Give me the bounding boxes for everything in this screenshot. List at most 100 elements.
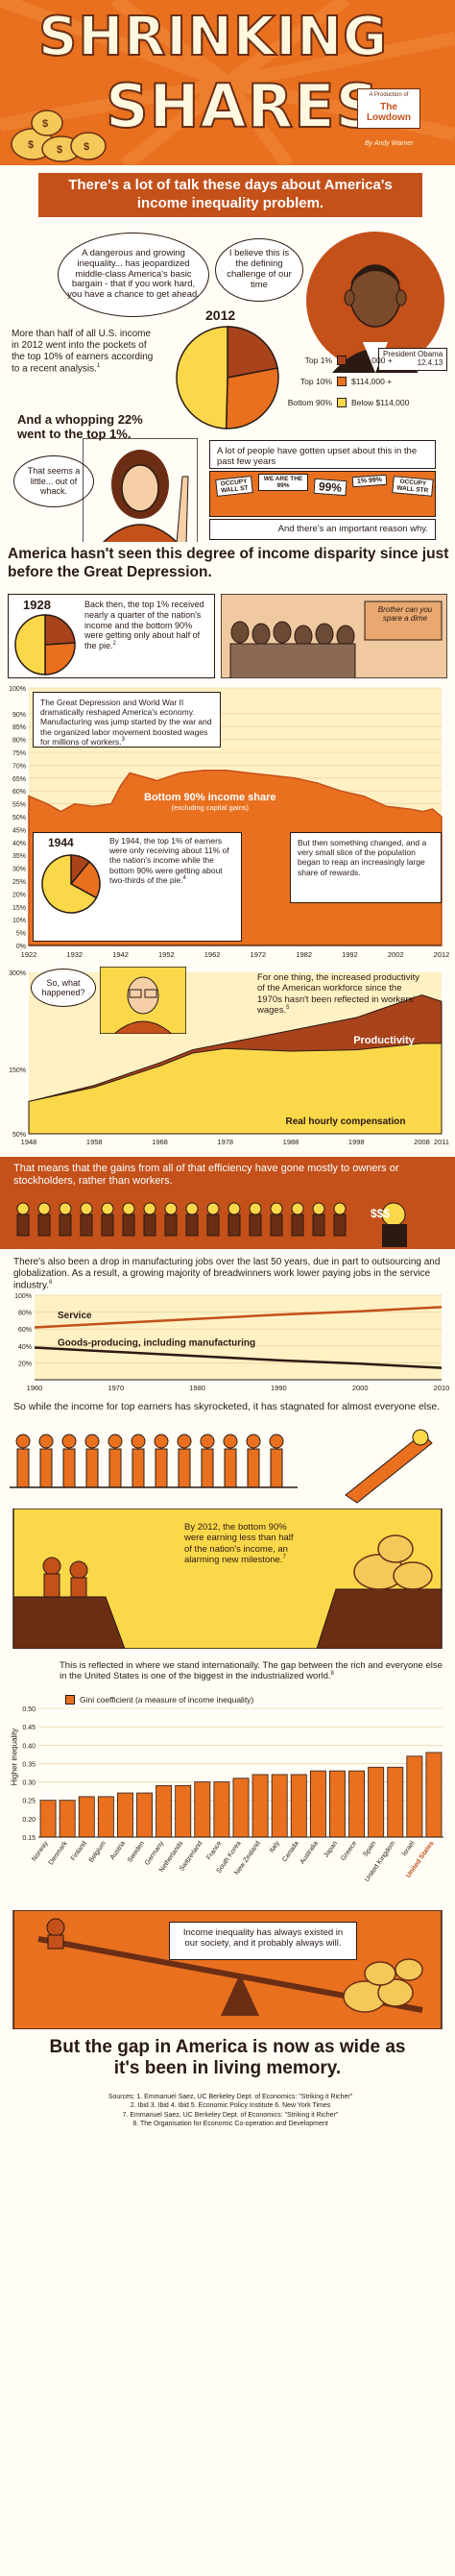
pie-1944 — [41, 854, 101, 914]
chart-4-y-tick: 0.25 — [22, 1799, 36, 1805]
worker-head — [291, 1202, 304, 1215]
sign-2: WE ARE THE 99% — [258, 474, 308, 491]
chart-4-bar-new-zealand — [251, 1774, 269, 1838]
chart-4-bar-germany — [156, 1784, 173, 1838]
pie-slice-bottom-90- — [41, 854, 98, 914]
woman-illustration — [83, 438, 198, 542]
chart-3-plot-bg — [35, 1295, 442, 1380]
worker-head — [164, 1202, 178, 1215]
chart-4-bar-austria — [116, 1792, 133, 1838]
chart-1-y-tick: 65% — [12, 776, 26, 783]
chart-4-bar-sweden — [136, 1792, 153, 1838]
stagnant-person-body — [270, 1448, 283, 1488]
stagnant-person-body — [39, 1448, 53, 1488]
chart-2-label-productivity: Productivity — [353, 1035, 415, 1046]
stagnant-illustration — [10, 1429, 433, 1504]
chart-4-y-tick: 0.15 — [22, 1835, 36, 1842]
chart-1-x-tick: 1962 — [204, 950, 221, 959]
worker-head — [185, 1202, 199, 1215]
chart-4-bar-belgium — [97, 1796, 114, 1838]
stagnant-person-body — [224, 1448, 237, 1488]
stagnant-person-head — [223, 1434, 238, 1449]
closing-panel: Income inequality has always existed in … — [0, 1910, 455, 2576]
chart-4-y-tick: 0.35 — [22, 1761, 36, 1768]
chart-4-category-label: Finland — [70, 1840, 88, 1862]
worker-head — [80, 1202, 93, 1215]
gains-panel: That means that the gains from all of th… — [0, 1157, 455, 1249]
stagnant-person-head — [15, 1434, 31, 1449]
chart-3-y-tick: 100% — [14, 1293, 32, 1300]
pie-slice-bottom-90- — [14, 614, 46, 675]
chart-1-y-tick: 35% — [12, 853, 26, 860]
chart-4-bar-japan — [329, 1770, 346, 1838]
worker-body — [101, 1214, 114, 1237]
pie-slice-top-1- — [44, 614, 76, 646]
stagnant-person-head — [269, 1434, 284, 1449]
chart-3-x-tick: 1980 — [189, 1384, 205, 1392]
workers-illustration — [16, 1202, 407, 1247]
chart-1-y-tick: 15% — [12, 905, 26, 912]
chart-4-y-tick: 0.45 — [22, 1725, 36, 1731]
worker-head — [101, 1202, 114, 1215]
closing-box: Income inequality has always existed in … — [169, 1922, 357, 1960]
chart-4-category-label: Spain — [362, 1840, 377, 1858]
chart-1-x-tick: 1992 — [342, 950, 358, 959]
sources: Sources: 1. Emmanuel Saez, UC Berkeley D… — [108, 2094, 353, 2128]
chart-2-x-tick: 1968 — [152, 1138, 168, 1146]
worker-head — [59, 1202, 72, 1215]
chart-2-x-tick: 1998 — [348, 1138, 365, 1146]
worker-body — [333, 1214, 347, 1237]
pie-2012-whopping: And a whopping 22% went to the top 1%. — [17, 412, 143, 441]
worker-head — [249, 1202, 262, 1215]
chart-2-label-compensation: Real hourly compensation — [285, 1116, 405, 1127]
stagnant-person-body — [85, 1448, 99, 1488]
stagnant-person-body — [201, 1448, 214, 1488]
chart-1-y-tick: 55% — [12, 802, 26, 809]
legend-bottom90: Bottom 90% Below $114,000 — [287, 398, 410, 407]
chart-3-y-tick: 20% — [18, 1361, 32, 1367]
sign-5: OCCUPY WALL STR — [392, 476, 434, 497]
breadline-sign: Brother can you spare a dime — [377, 605, 433, 624]
woman-bubble: That seems a little... out of whack. — [13, 455, 94, 507]
worker-head — [122, 1202, 135, 1215]
chart-4-category-label: Norway — [31, 1840, 50, 1863]
chart-3-x-tick: 1970 — [108, 1384, 124, 1392]
worker-head — [16, 1202, 30, 1215]
gini-ylabel: Higher inequality — [10, 1728, 19, 1786]
chart-1-x-tick: 2002 — [388, 950, 404, 959]
chart-1-box: The Great Depression and World War II dr… — [33, 692, 221, 748]
chart-4-bar-united-kingdom — [387, 1766, 404, 1838]
chart-3-y-tick: 80% — [18, 1311, 32, 1317]
occupy-box-1: A lot of people have gotten upset about … — [209, 440, 436, 469]
pie-slice-top-10- — [44, 642, 76, 675]
obama-quote-bubble-1: A dangerous and growing inequality... ha… — [58, 233, 209, 317]
intro-text: There's a lot of talk these days about A… — [68, 177, 393, 211]
gini-legend-swatch — [65, 1695, 75, 1705]
chart-1-y-tick: 85% — [12, 724, 26, 731]
chart-4-bar-france — [213, 1781, 230, 1838]
gains-text: That means that the gains from all of th… — [13, 1163, 399, 1188]
chart-1-y-tick: 70% — [12, 763, 26, 770]
stagnant-person-head — [38, 1434, 54, 1449]
sign-4: 1% 99% — [351, 474, 388, 488]
stagnant-person-body — [108, 1448, 122, 1488]
chart-1-y-tick: 50% — [12, 815, 26, 822]
pie-1928 — [14, 614, 76, 675]
chart-4-bar-norway — [39, 1800, 57, 1838]
gini-panel: 0.50 0.45 0.40 0.35 0.30 0.25 0.20 0.15 Norway De… — [0, 1656, 455, 1906]
chart-1-panel: 0% 5% 10% 15% 20% 25% 30% 35% 40% 45% 50% 55% 60% 65%… — [0, 684, 455, 963]
obama-caption: President Obama 12.4.13 — [378, 348, 448, 371]
stagnant-person-head — [84, 1434, 100, 1449]
chart-1-y-tick: 80% — [12, 738, 26, 745]
legend-swatch-top10 — [337, 377, 347, 386]
headline-2: America hasn't seen this degree of incom… — [8, 546, 449, 580]
chart-1-y-tick: 5% — [16, 931, 26, 938]
chart-2-area-compensation — [28, 1043, 443, 1135]
chart-4-bar-spain — [368, 1766, 385, 1838]
stagnant-person-body — [132, 1448, 145, 1488]
svg-text:$: $ — [28, 139, 34, 151]
chart-1-y-tick: 60% — [12, 789, 26, 796]
pie-2012 — [176, 326, 279, 429]
chart-4-bar-denmark — [59, 1800, 76, 1838]
stagnant-person-body — [155, 1448, 168, 1488]
